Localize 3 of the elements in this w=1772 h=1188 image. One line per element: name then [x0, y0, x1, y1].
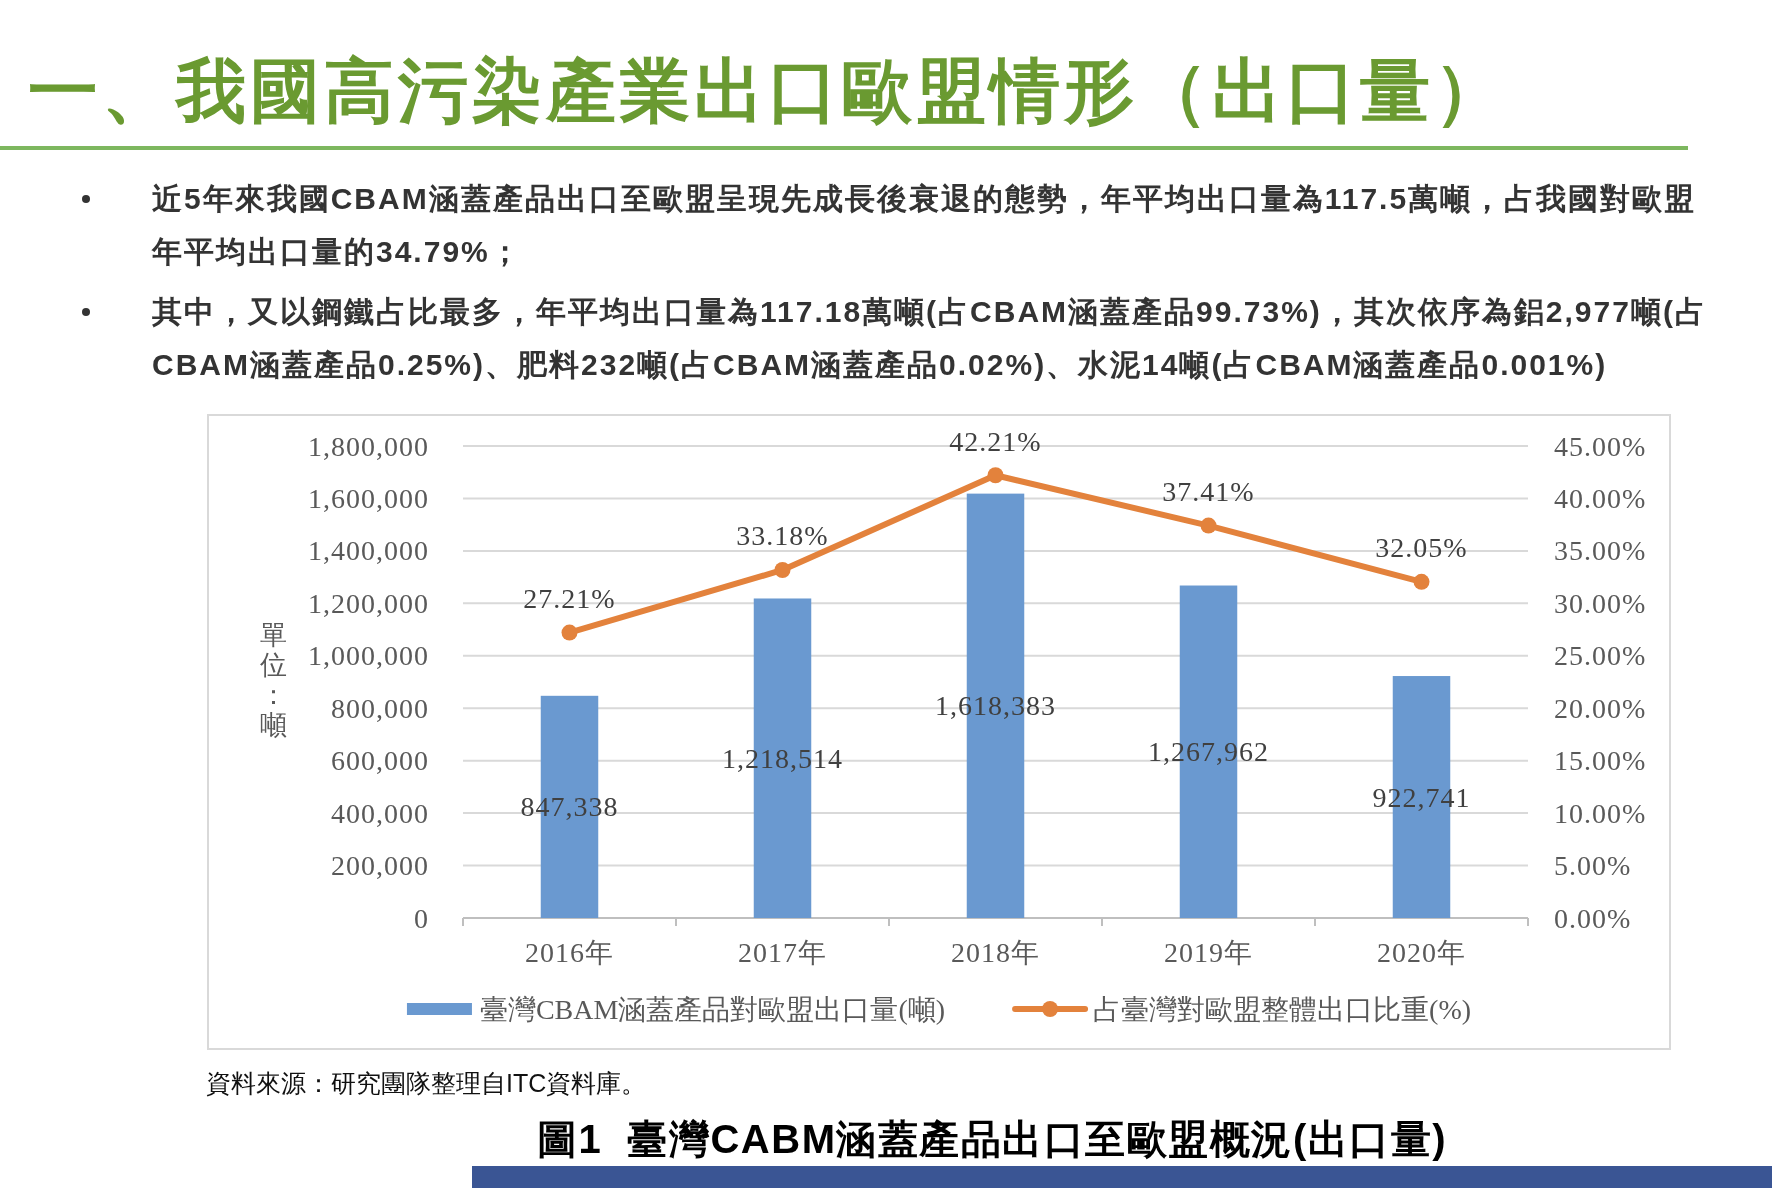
annotation: 其中，又以鋼鐵占比最多，年平均出口量為117.18萬噸(占CBAM涵蓋產品99.73%)，其次依序為鋁2,977噸(占CBAM涵蓋產品0.25%)、肥料232噸(占CBAM涵蓋產品0.02%)、水泥14噸(占CBAM涵蓋產品0.001%)	[152, 294, 1708, 383]
annotation: 近5年來我國CBAM涵蓋產品出口至歐盟呈現先成長後衰退的態勢，年平均出口量為117.5萬噸，占我國對歐盟年平均出口量的34.79%；	[152, 181, 1698, 270]
title: 一、我國高污染產業出口歐盟情形（出口量）	[28, 53, 1508, 129]
